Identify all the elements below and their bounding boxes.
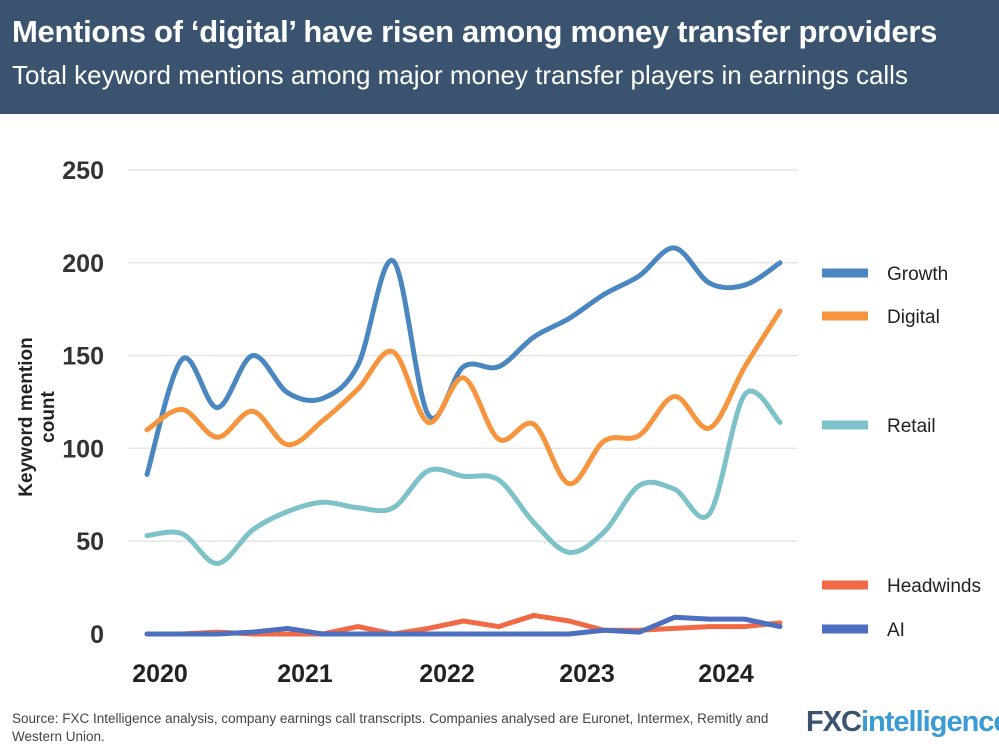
y-tick-label: 100 [62,435,104,463]
x-tick-label: 2022 [419,660,475,688]
x-tick-label: 2024 [698,660,754,688]
chart-title: Mentions of ‘digital’ have risen among m… [12,14,938,49]
legend-label-ai: AI [887,620,905,641]
y-tick-label: 50 [76,528,104,556]
fxc-logo: FXCintelligence [806,706,999,738]
legend-label-headwinds: Headwinds [887,576,981,597]
source-note: Source: FXC Intelligence analysis, compa… [12,711,769,744]
y-tick-label: 200 [62,250,104,278]
chart-subtitle: Total keyword mentions among major money… [12,60,908,90]
x-tick-label: 2023 [559,660,615,688]
legend-label-retail: Retail [887,416,936,437]
series-line-growth [144,245,783,477]
legend-label-digital: Digital [887,307,940,328]
y-tick-label: 150 [62,343,104,371]
x-tick-label: 2021 [277,660,333,688]
legend-label-growth: Growth [887,264,948,285]
y-tick-label: 0 [90,621,104,649]
header-banner: Mentions of ‘digital’ have risen among m… [0,0,999,114]
x-tick-label: 2020 [132,660,188,688]
y-tick-label: 250 [62,157,104,185]
series-line-digital [144,308,783,487]
